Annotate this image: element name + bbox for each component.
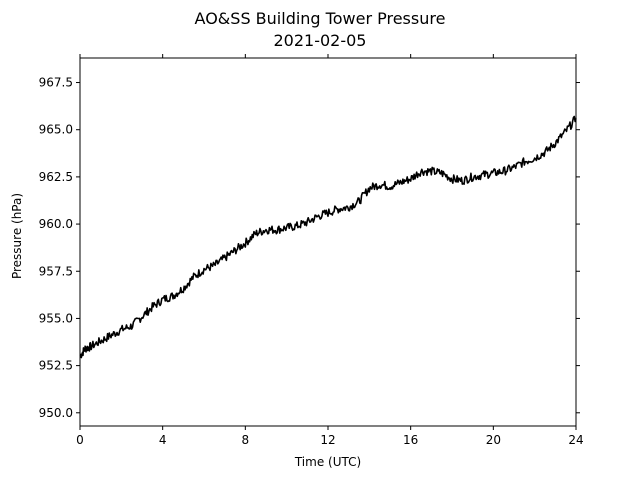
- chart-title: AO&SS Building Tower Pressure: [195, 9, 446, 28]
- y-tick-label: 950.0: [39, 406, 73, 420]
- x-tick-label: 12: [320, 433, 335, 447]
- y-tick-label: 952.5: [39, 359, 73, 373]
- y-tick-label: 965.0: [39, 123, 73, 137]
- y-tick-label: 960.0: [39, 217, 73, 231]
- pressure-series-line: [79, 115, 577, 359]
- y-tick-label: 962.5: [39, 170, 73, 184]
- y-axis-label: Pressure (hPa): [10, 193, 24, 279]
- chart-subtitle: 2021-02-05: [274, 31, 367, 50]
- y-tick-label: 967.5: [39, 76, 73, 90]
- x-tick-label: 20: [486, 433, 501, 447]
- y-tick-label: 955.0: [39, 311, 73, 325]
- x-tick-label: 4: [159, 433, 167, 447]
- x-tick-label: 0: [76, 433, 84, 447]
- x-axis-label: Time (UTC): [294, 455, 361, 469]
- x-tick-label: 8: [242, 433, 250, 447]
- y-tick-label: 957.5: [39, 264, 73, 278]
- x-tick-label: 16: [403, 433, 418, 447]
- x-tick-label: 24: [568, 433, 583, 447]
- plot-area: 0 4 8 12 16 20 24 950.0 952.5 955.0 957.5 960.0 962.…: [39, 54, 584, 447]
